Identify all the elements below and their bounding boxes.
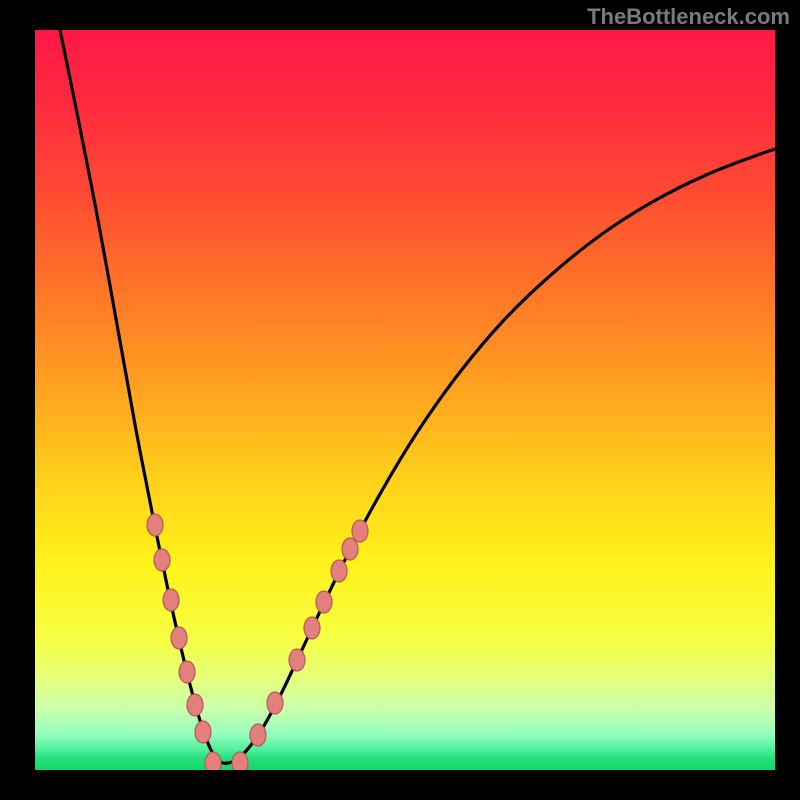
data-marker xyxy=(316,591,332,613)
data-marker xyxy=(171,627,187,649)
data-marker xyxy=(232,752,248,774)
data-marker xyxy=(187,694,203,716)
data-marker xyxy=(342,538,358,560)
data-marker xyxy=(304,617,320,639)
data-marker xyxy=(195,721,211,743)
data-marker xyxy=(179,661,195,683)
data-marker xyxy=(267,692,283,714)
plot-background xyxy=(35,30,775,770)
data-marker xyxy=(205,752,221,774)
data-marker xyxy=(331,560,347,582)
data-marker xyxy=(289,649,305,671)
data-marker xyxy=(352,520,368,542)
data-marker xyxy=(250,724,266,746)
bottleneck-chart xyxy=(0,0,800,800)
data-marker xyxy=(163,589,179,611)
data-marker xyxy=(154,549,170,571)
watermark-text: TheBottleneck.com xyxy=(587,4,790,30)
data-marker xyxy=(147,514,163,536)
